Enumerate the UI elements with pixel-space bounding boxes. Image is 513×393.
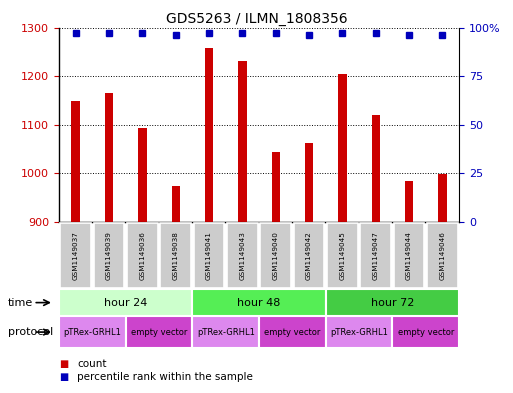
Bar [405, 181, 413, 222]
Text: percentile rank within the sample: percentile rank within the sample [77, 372, 253, 382]
Text: GSM1149044: GSM1149044 [406, 231, 412, 280]
Text: GSM1149039: GSM1149039 [106, 231, 112, 280]
Bar [59, 289, 192, 316]
Text: hour 72: hour 72 [371, 298, 414, 308]
Bar [194, 223, 224, 288]
Bar [259, 316, 326, 348]
Text: GSM1149042: GSM1149042 [306, 231, 312, 280]
Bar [171, 185, 180, 222]
Bar [394, 223, 424, 288]
Text: ■: ■ [59, 372, 68, 382]
Bar [192, 289, 326, 316]
Bar [205, 48, 213, 222]
Text: protocol: protocol [8, 327, 53, 337]
Bar [94, 223, 124, 288]
Bar [392, 316, 459, 348]
Bar [326, 316, 392, 348]
Bar [192, 316, 259, 348]
Text: count: count [77, 358, 107, 369]
Text: pTRex-GRHL1: pTRex-GRHL1 [197, 328, 254, 336]
Bar [71, 101, 80, 222]
Text: GSM1149040: GSM1149040 [273, 231, 279, 280]
Bar [127, 223, 157, 288]
Bar [61, 223, 91, 288]
Bar [238, 61, 247, 222]
Bar [138, 128, 147, 222]
Text: empty vector: empty vector [131, 328, 187, 336]
Bar [338, 74, 347, 222]
Bar [427, 223, 458, 288]
Bar [271, 152, 280, 222]
Text: GSM1149045: GSM1149045 [340, 231, 345, 280]
Text: GSM1149043: GSM1149043 [240, 231, 245, 280]
Bar [126, 316, 192, 348]
Text: pTRex-GRHL1: pTRex-GRHL1 [64, 328, 121, 336]
Bar [261, 223, 291, 288]
Text: empty vector: empty vector [398, 328, 454, 336]
Bar [294, 223, 324, 288]
Text: GDS5263 / ILMN_1808356: GDS5263 / ILMN_1808356 [166, 12, 347, 26]
Bar [105, 93, 113, 222]
Text: hour 48: hour 48 [238, 298, 281, 308]
Bar [59, 316, 126, 348]
Text: time: time [8, 298, 33, 308]
Text: GSM1149037: GSM1149037 [73, 231, 78, 280]
Text: ■: ■ [59, 358, 68, 369]
Text: GSM1149036: GSM1149036 [140, 231, 145, 280]
Bar [438, 174, 447, 222]
Bar [305, 143, 313, 222]
Text: hour 24: hour 24 [104, 298, 147, 308]
Text: empty vector: empty vector [264, 328, 321, 336]
Bar [361, 223, 391, 288]
Text: GSM1149047: GSM1149047 [373, 231, 379, 280]
Bar [371, 115, 380, 222]
Bar [161, 223, 191, 288]
Bar [327, 223, 358, 288]
Text: GSM1149046: GSM1149046 [440, 231, 445, 280]
Text: GSM1149041: GSM1149041 [206, 231, 212, 280]
Text: pTRex-GRHL1: pTRex-GRHL1 [330, 328, 388, 336]
Bar [326, 289, 459, 316]
Text: GSM1149038: GSM1149038 [173, 231, 179, 280]
Bar [227, 223, 258, 288]
